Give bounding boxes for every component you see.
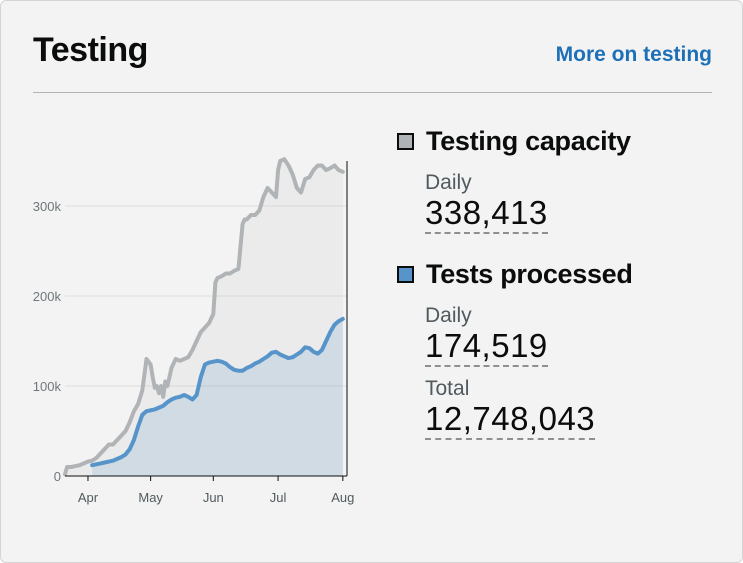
- processed-swatch: [397, 265, 414, 283]
- capacity-daily-value[interactable]: 338,413: [425, 195, 548, 234]
- processed-daily-label: Daily: [425, 304, 472, 327]
- capacity-line: [63, 157, 345, 477]
- capacity-daily: Daily 338,413: [425, 171, 727, 234]
- x-tick-label: Jul: [270, 490, 287, 505]
- x-tick-label: May: [138, 490, 163, 505]
- testing-stats: Testing capacity Daily 338,413 Tests pro…: [397, 121, 727, 440]
- processed-daily: Daily 174,519: [425, 304, 727, 367]
- processed-label: Tests processed: [426, 258, 633, 289]
- capacity-label: Testing capacity: [426, 125, 631, 156]
- processed-line: [90, 316, 345, 468]
- legend-processed: Tests processed: [397, 254, 727, 294]
- card-title: Testing: [33, 31, 148, 69]
- capacity-swatch: [397, 132, 414, 150]
- y-tick-label: 300k: [33, 199, 62, 214]
- x-tick-label: Apr: [78, 490, 99, 505]
- processed-total-value[interactable]: 12,748,043: [425, 401, 596, 440]
- processed-area: [92, 318, 343, 476]
- capacity-area: [65, 159, 343, 476]
- x-tick-label: Aug: [331, 490, 354, 505]
- x-tick-label: Jun: [203, 490, 224, 505]
- testing-chart: 0 100k 200k 300k Apr May Jun Jul Aug: [33, 157, 354, 505]
- y-tick-label: 0: [54, 469, 61, 484]
- y-tick-label: 100k: [33, 379, 62, 394]
- processed-daily-value[interactable]: 174,519: [425, 328, 548, 367]
- header-divider: [33, 92, 712, 93]
- legend-capacity: Testing capacity: [397, 121, 727, 161]
- y-tick-label: 200k: [33, 289, 62, 304]
- processed-total: Total 12,748,043: [425, 377, 727, 440]
- capacity-daily-label: Daily: [425, 171, 472, 194]
- more-on-testing-link[interactable]: More on testing: [555, 43, 712, 66]
- processed-total-label: Total: [425, 377, 470, 400]
